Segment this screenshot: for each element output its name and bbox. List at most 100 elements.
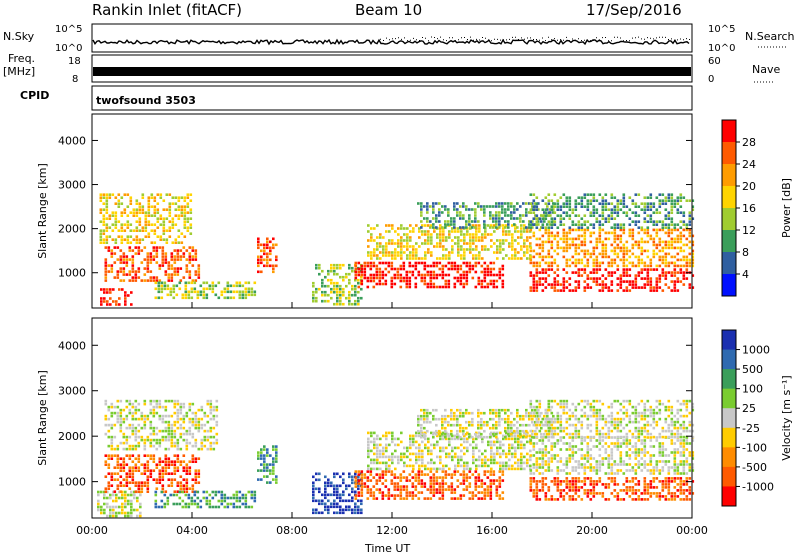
power-y-axis-label: Slant Range [km] [36, 163, 49, 259]
velocity-colorbar-label-6: -500 [742, 461, 767, 474]
power-colorbar-seg-3 [722, 186, 736, 209]
cpid-strip-frame [91, 85, 693, 111]
nsearch-label: N.Search [745, 30, 795, 43]
velocity-colorbar-frame [721, 329, 737, 507]
power-colorbar-seg-6 [722, 252, 736, 275]
velocity-colorbar-label-3: 25 [742, 402, 756, 415]
power-colorbar-seg-1 [722, 142, 736, 165]
freq-strip-frame [91, 54, 693, 83]
velocity-echo-region-6 [354, 470, 505, 500]
power-colorbar-seg-5 [722, 230, 736, 253]
power-colorbar-label-1: 24 [742, 158, 756, 171]
power-y-tick-label-3: 4000 [58, 134, 86, 147]
velocity-echo-region-0 [97, 490, 142, 518]
velocity-colorbar-label-2: 100 [742, 383, 763, 396]
power-colorbar-seg-2 [722, 164, 736, 187]
nsky-strip-frame [91, 23, 693, 53]
velocity-echo-region-3 [154, 490, 257, 509]
cpid-label: CPID [20, 89, 49, 102]
power-y-tick-label-2: 3000 [58, 179, 86, 192]
power-echo-region-6 [354, 261, 505, 289]
power-colorbar-label-2: 20 [742, 180, 756, 193]
velocity-x-tick-label-0: 00:00 [76, 524, 108, 537]
velocity-colorbar-seg-6 [722, 447, 736, 468]
velocity-colorbar-label-1: 500 [742, 363, 763, 376]
power-echo-region-3 [154, 281, 257, 300]
velocity-colorbar-seg-4 [722, 408, 736, 429]
chart-title: Rankin Inlet (fitACF) [92, 1, 242, 19]
velocity-y-tick-label-3: 4000 [58, 339, 86, 352]
freq-unit: [MHz] [3, 65, 35, 78]
frequency-trace [93, 67, 691, 76]
velocity-panel: 1000 2000 3000 4000 00:00 04:00 08:00 12:00 16:0… [36, 317, 793, 537]
cpid-value: twofsound 3503 [96, 94, 196, 107]
velocity-colorbar-seg-2 [722, 369, 736, 390]
velocity-echo-region-7 [367, 431, 532, 471]
velocity-echo-region-2 [104, 399, 219, 451]
power-colorbar-title: Power [dB] [780, 178, 793, 238]
velocity-colorbar-seg-3 [722, 388, 736, 409]
power-colorbar-label-4: 12 [742, 224, 756, 237]
velocity-colorbar-seg-8 [722, 486, 736, 507]
velocity-echo-region-8 [417, 408, 555, 439]
power-colorbar-label-6: 4 [742, 268, 749, 281]
power-colorbar-seg-0 [722, 120, 736, 143]
power-echo-region-8 [417, 202, 555, 229]
beam-label: Beam 10 [355, 1, 422, 19]
velocity-x-tick-label-1: 04:00 [176, 524, 208, 537]
velocity-x-tick-label-2: 08:00 [276, 524, 308, 537]
velocity-y-axis-label: Slant Range [km] [36, 370, 49, 466]
velocity-colorbar-title: Velocity [m s⁻¹] [780, 375, 793, 460]
nsky-label: N.Sky [3, 30, 35, 43]
velocity-y-tick-label-0: 1000 [58, 476, 86, 489]
nsky-tick-bottom: 10^0 [55, 43, 82, 54]
power-colorbar-label-5: 8 [742, 246, 749, 259]
x-axis-label: Time UT [364, 542, 410, 554]
nsearch-tick-top: 10^5 [708, 24, 735, 35]
power-colorbar-label-0: 28 [742, 136, 756, 149]
power-panel: 1000 2000 3000 4000 Slant Range [km] 28 24 20 16… [36, 113, 793, 309]
velocity-echo-region-1 [104, 454, 201, 493]
nsearch-trace [380, 36, 690, 42]
velocity-y-tick-label-1: 2000 [58, 430, 86, 443]
power-echo-region-4 [257, 237, 278, 274]
velocity-colorbar-seg-5 [722, 427, 736, 448]
nave-label: Nave [752, 63, 780, 76]
power-colorbar-seg-4 [722, 208, 736, 231]
velocity-echo-region-4 [257, 445, 278, 484]
velocity-x-tick-label-3: 12:00 [376, 524, 408, 537]
velocity-x-tick-label-6: 00:00 [676, 524, 708, 537]
velocity-echo-region-9 [529, 477, 695, 501]
power-echo-region-2 [99, 193, 193, 244]
power-y-tick-label-1: 2000 [58, 223, 86, 236]
velocity-echo-region-11 [529, 399, 695, 439]
power-echo-region-11 [529, 193, 695, 229]
power-echo-region-10 [529, 228, 695, 268]
velocity-colorbar-label-7: -1000 [742, 480, 774, 493]
power-echo-region-5 [312, 263, 363, 306]
freq-tick-bottom: 8 [72, 74, 78, 85]
nsky-tick-top: 10^5 [55, 24, 82, 35]
freq-tick-top: 18 [68, 56, 81, 67]
freq-label: Freq. [8, 52, 35, 65]
velocity-colorbar-label-4: -25 [742, 422, 760, 435]
velocity-colorbar-seg-1 [722, 349, 736, 370]
power-echo-region-9 [529, 268, 695, 292]
power-echo-region-1 [104, 246, 201, 282]
power-echo-region-0 [100, 288, 133, 306]
velocity-colorbar-label-0: 1000 [742, 344, 770, 357]
power-echo-region-7 [367, 224, 532, 260]
nsearch-tick-bottom: 10^0 [708, 43, 735, 54]
date-label: 17/Sep/2016 [586, 1, 682, 19]
velocity-y-tick-label-2: 3000 [58, 385, 86, 398]
velocity-echo-region-10 [529, 436, 695, 475]
power-colorbar-label-3: 16 [742, 202, 756, 215]
velocity-colorbar-label-5: -100 [742, 441, 767, 454]
nave-tick-top: 60 [708, 56, 721, 67]
nave-tick-bottom: 0 [708, 74, 714, 85]
velocity-colorbar-seg-7 [722, 466, 736, 487]
power-colorbar-seg-7 [722, 274, 736, 297]
nsky-trace [92, 38, 690, 46]
power-y-tick-label-0: 1000 [58, 267, 86, 280]
